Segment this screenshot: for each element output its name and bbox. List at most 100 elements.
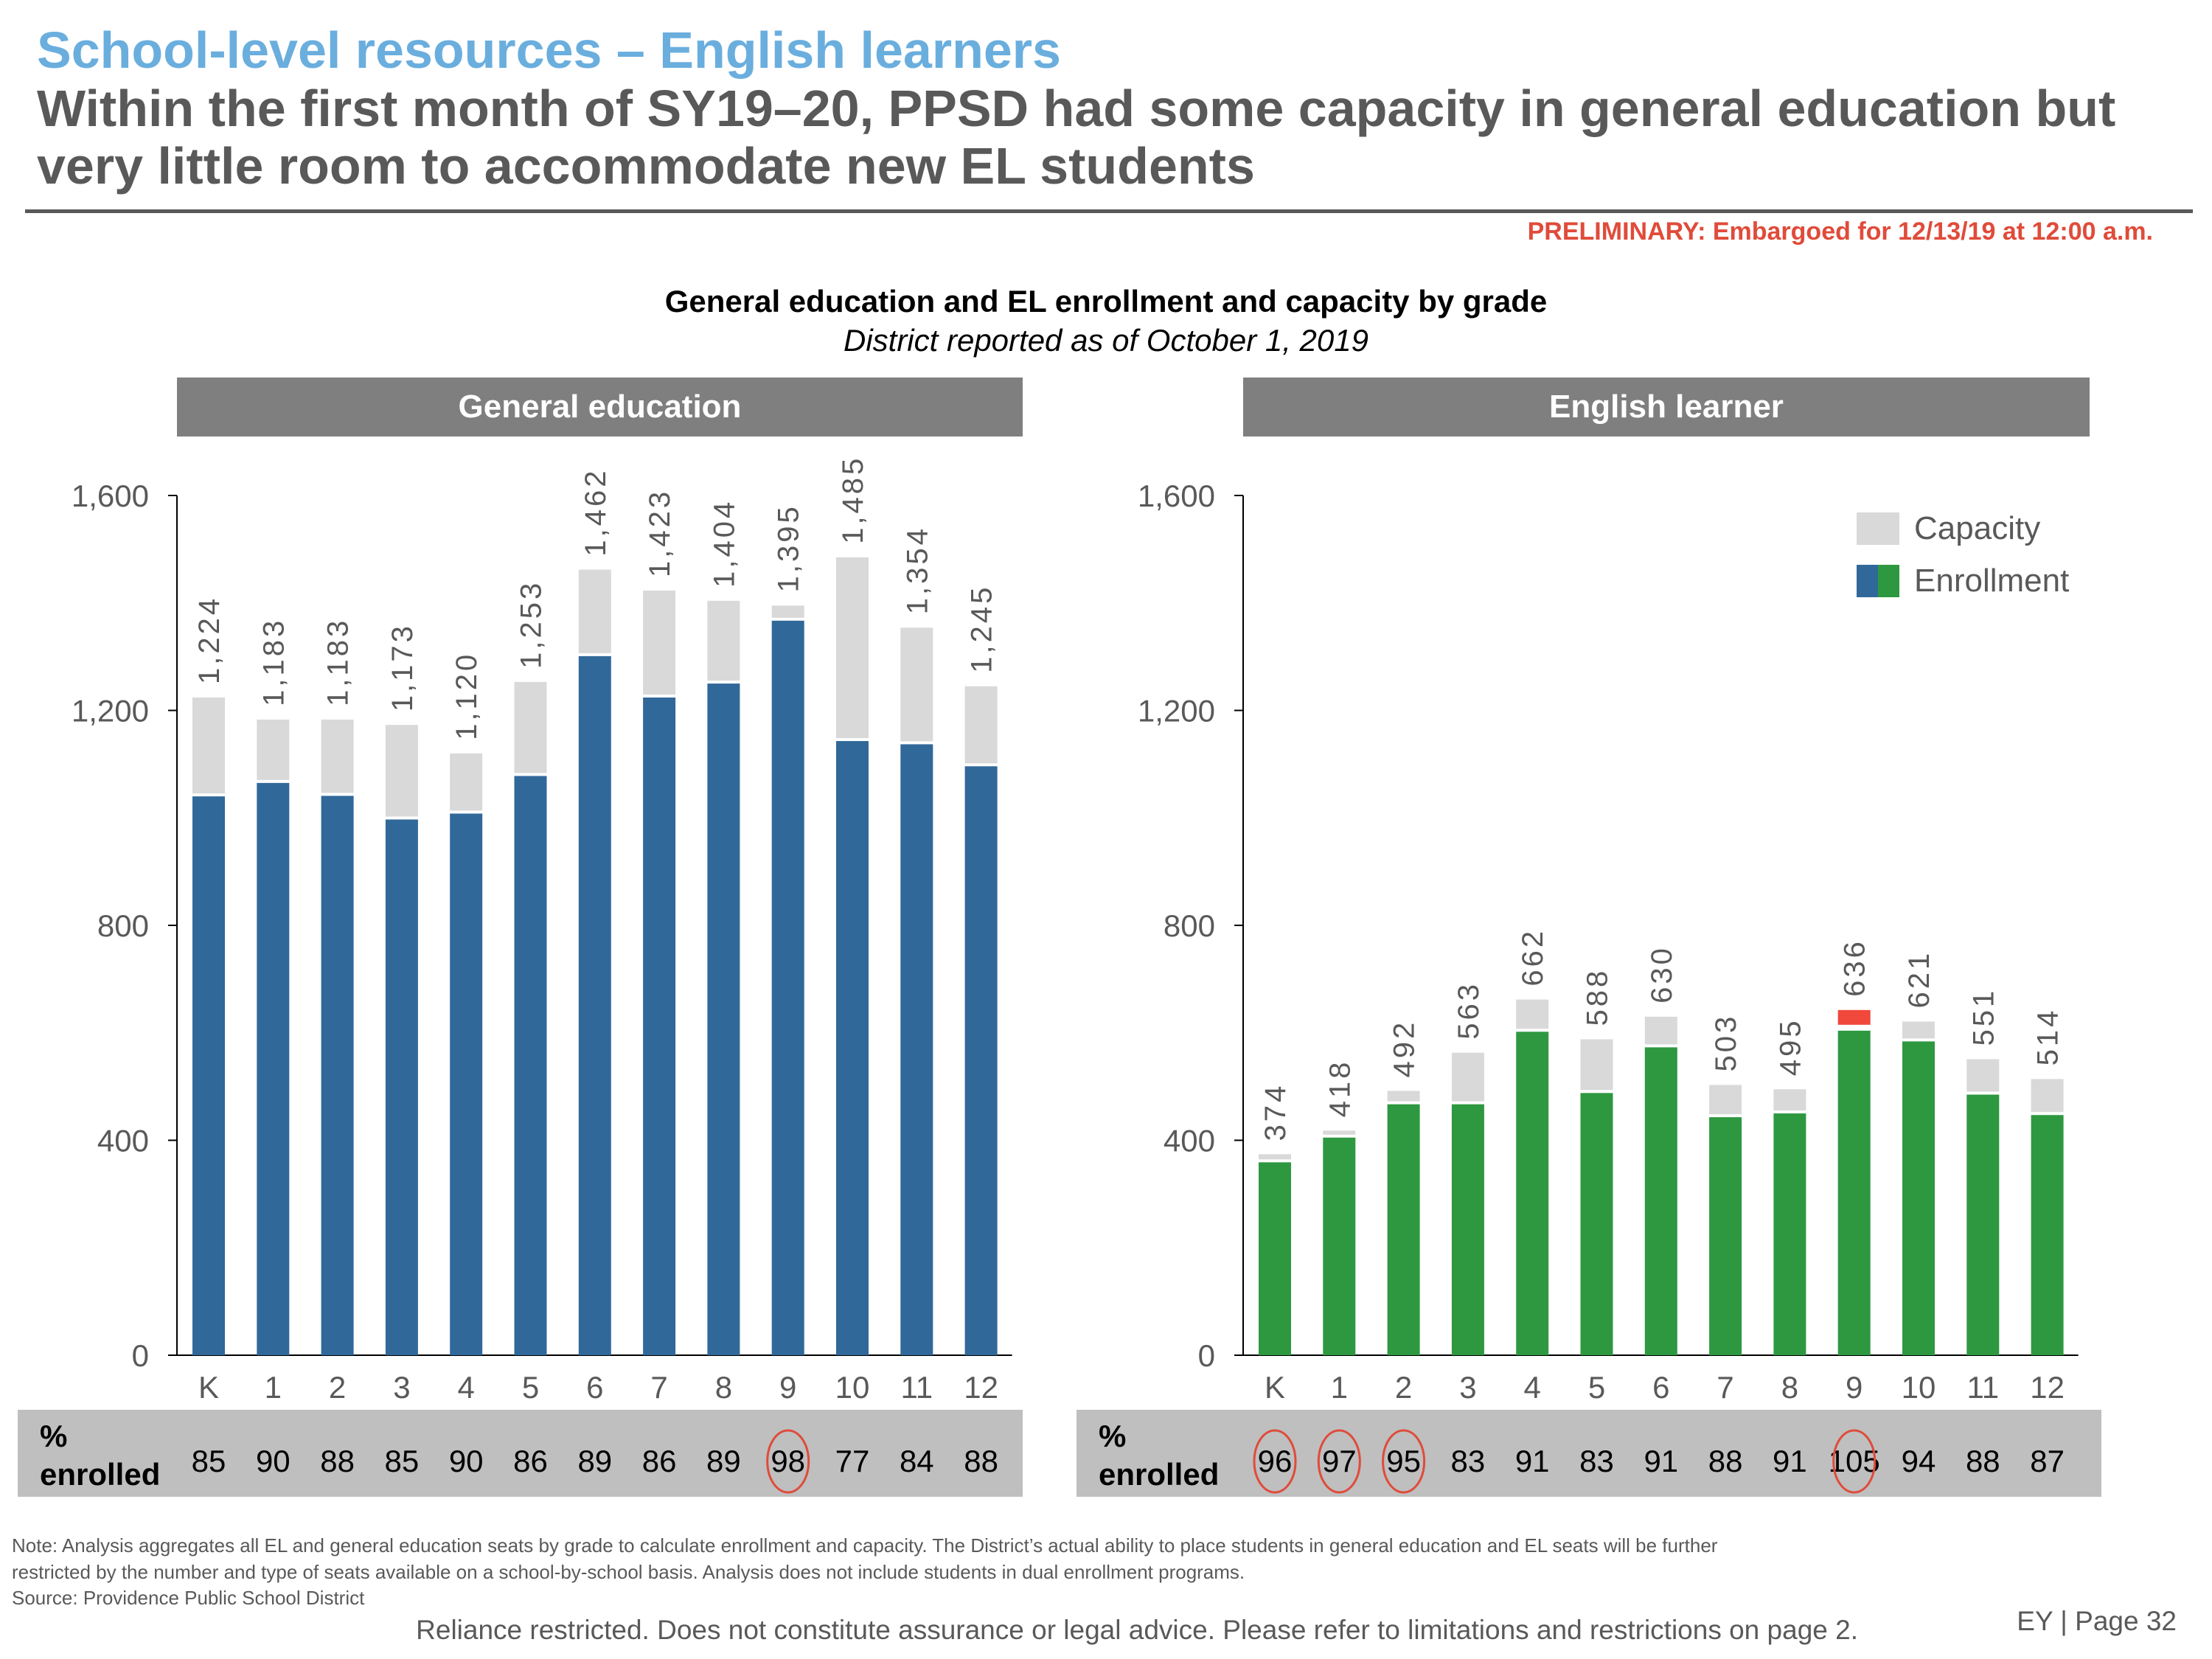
y-tick-label: 0 bbox=[132, 1338, 149, 1373]
capacity-bar bbox=[1259, 1154, 1291, 1160]
capacity-label: 1,183 bbox=[322, 618, 355, 706]
x-tick-label: 12 bbox=[964, 1370, 998, 1405]
preliminary-notice: PRELIMINARY: Embargoed for 12/13/19 at 1… bbox=[1527, 218, 2153, 246]
legend-swatch-enrollment-el bbox=[1878, 565, 1899, 597]
x-tick-label: 4 bbox=[458, 1370, 475, 1405]
enrollment-bar bbox=[514, 776, 547, 1355]
capacity-bar bbox=[2031, 1079, 2064, 1113]
capacity-bar bbox=[450, 753, 483, 811]
capacity-bar bbox=[257, 719, 290, 780]
capacity-label: 374 bbox=[1259, 1083, 1292, 1141]
capacity-bar bbox=[1709, 1085, 1742, 1115]
capacity-label: 1,173 bbox=[386, 623, 419, 712]
capacity-bar bbox=[1387, 1091, 1420, 1102]
capacity-label: 492 bbox=[1388, 1020, 1421, 1078]
x-tick-label: 3 bbox=[1459, 1370, 1476, 1405]
x-tick-label: 2 bbox=[329, 1370, 346, 1405]
x-tick-label: 1 bbox=[1331, 1370, 1348, 1405]
enrollment-bar bbox=[1902, 1041, 1935, 1355]
pct-row-label-word: enrolled bbox=[1099, 1457, 1220, 1492]
enrollment-bar bbox=[257, 782, 290, 1355]
section-kicker: School-level resources – English learner… bbox=[37, 21, 1061, 79]
capacity-bar bbox=[1323, 1130, 1356, 1135]
panel-header-english-learner: English learner bbox=[1243, 378, 2090, 437]
pct-row-label-symbol: % bbox=[40, 1419, 68, 1453]
x-tick-label: 6 bbox=[586, 1370, 603, 1405]
pct-enrolled-band-general-education: % enrolled bbox=[18, 1410, 1023, 1497]
enrollment-bar bbox=[707, 684, 740, 1355]
x-tick-label: 11 bbox=[900, 1370, 933, 1405]
capacity-bar bbox=[1902, 1021, 1935, 1039]
header-divider bbox=[25, 209, 2193, 213]
y-tick-label: 400 bbox=[97, 1124, 149, 1158]
x-tick-label: K bbox=[1265, 1370, 1285, 1405]
enrollment-bar bbox=[964, 766, 998, 1355]
capacity-label: 503 bbox=[1710, 1014, 1742, 1072]
enrollment-bar bbox=[385, 819, 418, 1355]
disclaimer: Reliance restricted. Does not constitute… bbox=[416, 1615, 1858, 1645]
enrollment-bar bbox=[321, 796, 354, 1355]
capacity-label: 636 bbox=[1839, 939, 1871, 997]
enrollment-bar bbox=[1387, 1104, 1420, 1355]
capacity-label: 1,423 bbox=[644, 489, 676, 577]
capacity-bar bbox=[1966, 1059, 2000, 1092]
enrollment-bar bbox=[450, 813, 483, 1355]
x-tick-label: 10 bbox=[1902, 1370, 1936, 1405]
x-tick-label: 2 bbox=[1395, 1370, 1412, 1405]
pct-row-label-symbol: % bbox=[1099, 1419, 1127, 1453]
enrollment-bar bbox=[1773, 1113, 1806, 1355]
capacity-bar bbox=[900, 627, 933, 742]
capacity-label: 563 bbox=[1453, 981, 1485, 1040]
x-tick-label: 1 bbox=[265, 1370, 282, 1405]
x-tick-label: 5 bbox=[522, 1370, 539, 1405]
capacity-bar bbox=[578, 569, 611, 653]
capacity-label: 418 bbox=[1324, 1060, 1356, 1118]
capacity-label: 551 bbox=[1967, 988, 2000, 1046]
capacity-label: 1,462 bbox=[580, 467, 612, 556]
enrollment-bar bbox=[1259, 1162, 1291, 1355]
enrollment-bar bbox=[643, 698, 676, 1355]
chart-english-learner: 0 400 800 1,200 1,600 374 K 418 1 492 2 563 3 662 4 588… bbox=[1138, 479, 2079, 1405]
capacity-label: 621 bbox=[1903, 950, 1935, 1009]
legend-swatch-capacity bbox=[1857, 512, 1899, 545]
y-tick-label: 1,200 bbox=[1138, 694, 1215, 728]
capacity-bar bbox=[643, 590, 676, 695]
capacity-label: 630 bbox=[1646, 945, 1678, 1004]
enrollment-bar bbox=[578, 655, 611, 1355]
capacity-label: 1,245 bbox=[966, 585, 998, 673]
capacity-bar bbox=[964, 686, 998, 764]
x-tick-label: 7 bbox=[1717, 1370, 1733, 1405]
x-tick-label: 10 bbox=[835, 1370, 870, 1405]
enrollment-bar bbox=[771, 620, 804, 1355]
capacity-bar bbox=[836, 557, 869, 739]
x-tick-label: 11 bbox=[1966, 1370, 1999, 1405]
capacity-bar bbox=[1516, 999, 1549, 1029]
capacity-bar bbox=[707, 600, 740, 681]
enrollment-bar bbox=[1451, 1104, 1484, 1355]
x-tick-label: 12 bbox=[2030, 1370, 2065, 1405]
capacity-label: 588 bbox=[1582, 968, 1614, 1026]
x-tick-label: 8 bbox=[1781, 1370, 1798, 1405]
capacity-bar bbox=[192, 698, 225, 794]
enrollment-bar bbox=[192, 796, 225, 1355]
x-tick-label: 9 bbox=[1846, 1370, 1863, 1405]
x-tick-label: 4 bbox=[1524, 1370, 1541, 1405]
x-tick-label: 7 bbox=[650, 1370, 667, 1405]
source-note: Source: Providence Public School Distric… bbox=[12, 1587, 365, 1609]
enrollment-bar bbox=[1644, 1047, 1677, 1355]
capacity-bar bbox=[385, 725, 418, 817]
legend-label-enrollment: Enrollment bbox=[1914, 563, 2069, 599]
enrollment-bar bbox=[1966, 1094, 2000, 1355]
capacity-label: 1,120 bbox=[451, 652, 483, 740]
capacity-label: 1,485 bbox=[837, 456, 869, 544]
x-tick-label: 8 bbox=[715, 1370, 732, 1405]
x-tick-label: 5 bbox=[1588, 1370, 1605, 1405]
capacity-bar bbox=[1580, 1039, 1613, 1091]
capacity-bar bbox=[321, 719, 354, 793]
enrollment-bar bbox=[900, 744, 933, 1355]
capacity-label: 495 bbox=[1774, 1018, 1806, 1077]
chart-title: General education and EL enrollment and … bbox=[664, 284, 1548, 319]
capacity-label: 662 bbox=[1517, 928, 1549, 987]
y-tick-label: 1,600 bbox=[72, 479, 149, 513]
